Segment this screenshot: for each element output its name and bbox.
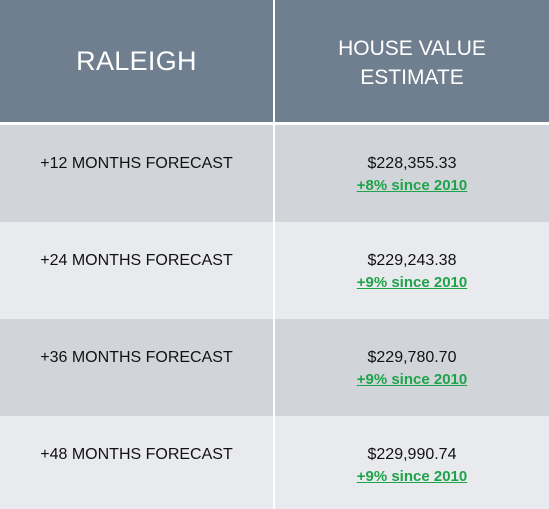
column-divider (273, 222, 275, 319)
house-value: $228,355.33 (367, 155, 457, 172)
column-divider (273, 416, 275, 509)
change-link[interactable]: +9% since 2010 (356, 468, 468, 485)
value-column-header: HOUSE VALUE ESTIMATE (275, 0, 549, 122)
change-link[interactable]: +8% since 2010 (356, 177, 468, 194)
table-row-value: $229,243.38 +9% since 2010 (275, 222, 549, 319)
table-row-label: +36 MONTHS FORECAST (0, 319, 273, 416)
column-divider (273, 319, 275, 416)
table-row-value: $229,990.74 +9% since 2010 (275, 416, 549, 509)
forecast-label: +36 MONTHS FORECAST (40, 349, 233, 366)
table-row-label: +48 MONTHS FORECAST (0, 416, 273, 509)
city-header: RALEIGH (0, 0, 273, 122)
table-row-label: +24 MONTHS FORECAST (0, 222, 273, 319)
table-row-label: +12 MONTHS FORECAST (0, 125, 273, 222)
forecast-label: +48 MONTHS FORECAST (40, 446, 233, 463)
header-divider (0, 122, 549, 125)
change-link[interactable]: +9% since 2010 (356, 274, 468, 291)
change-link[interactable]: +9% since 2010 (356, 371, 468, 388)
house-value: $229,243.38 (367, 252, 457, 269)
header-column-divider (273, 0, 275, 122)
forecast-label: +12 MONTHS FORECAST (40, 155, 233, 172)
table-row-value: $229,780.70 +9% since 2010 (275, 319, 549, 416)
table-row-value: $228,355.33 +8% since 2010 (275, 125, 549, 222)
column-divider (273, 125, 275, 222)
house-value: $229,990.74 (367, 446, 457, 463)
forecast-label: +24 MONTHS FORECAST (40, 252, 233, 269)
house-value: $229,780.70 (367, 349, 457, 366)
